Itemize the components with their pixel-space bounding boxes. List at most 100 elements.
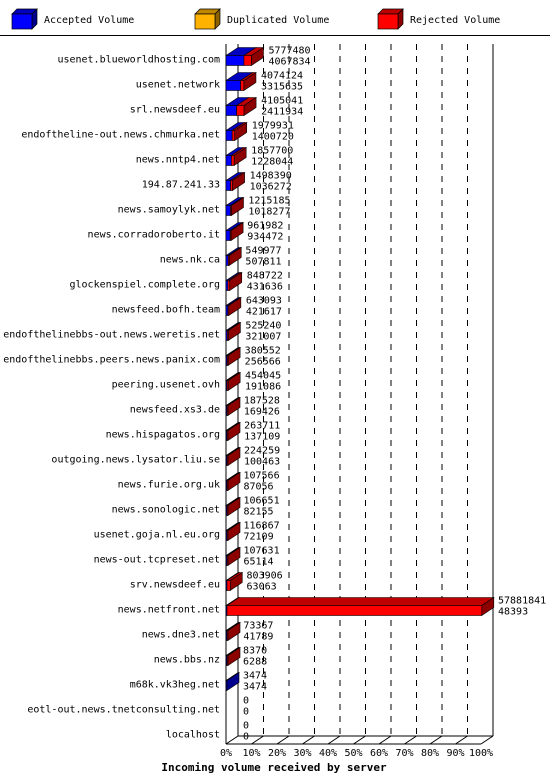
- value-label-total: 73367: [243, 621, 273, 632]
- value-label-accepted: 421617: [246, 307, 282, 318]
- x-axis-label: Incoming volume received by server: [161, 761, 387, 774]
- bar-segment: [225, 155, 232, 166]
- floor-line: [276, 735, 290, 745]
- bar-end: [227, 346, 241, 367]
- x-tick-label: 70%: [395, 748, 413, 759]
- value-label-total: 549977: [245, 246, 281, 257]
- bar-end: [227, 446, 241, 467]
- category-label: endofthelinebbs.peers.news.panix.com: [3, 355, 220, 366]
- category-label: usenet.goja.nl.eu.org: [94, 530, 220, 541]
- value-label-accepted: 3315635: [261, 82, 303, 93]
- value-label-accepted: 82155: [243, 507, 273, 518]
- value-label-total: 0: [243, 696, 249, 707]
- value-label-accepted: 1228044: [251, 157, 293, 168]
- value-label-total: 187528: [244, 396, 280, 407]
- x-tick-label: 60%: [370, 748, 388, 759]
- value-label-accepted: 1036272: [250, 182, 292, 193]
- value-label-total: 1979931: [252, 121, 294, 132]
- floor-line: [480, 735, 494, 745]
- floor-line: [353, 735, 366, 745]
- x-tick-label: 30%: [293, 748, 311, 759]
- value-label-total: 5777480: [268, 46, 310, 57]
- value-label-accepted: 0: [243, 707, 249, 718]
- legend-swatch: [11, 13, 33, 30]
- bar-segment: [225, 205, 231, 216]
- legend-label: Rejected Volume: [410, 15, 500, 26]
- category-label: news.corradoroberto.it: [88, 230, 220, 241]
- value-label-accepted: 2411934: [261, 107, 303, 118]
- bar-segment: [240, 80, 245, 91]
- bar-segment: [225, 130, 233, 141]
- category-label: usenet.blueworldhosting.com: [57, 55, 220, 66]
- category-label: localhost: [166, 730, 220, 741]
- x-tick-label: 20%: [268, 748, 286, 759]
- bar-end: [227, 471, 241, 492]
- floor-line: [327, 735, 341, 745]
- legend-label: Accepted Volume: [44, 15, 134, 26]
- legend-label: Duplicated Volume: [227, 15, 329, 26]
- legend-swatch: [377, 13, 399, 30]
- bar-segment: [231, 155, 235, 166]
- bar-segment: [225, 105, 237, 116]
- bar-end: [227, 496, 241, 517]
- value-label-accepted: 256566: [245, 357, 281, 368]
- category-label: newsfeed.bofh.team: [112, 305, 220, 316]
- legend: Accepted Volume Duplicated Volume Rejected…: [11, 8, 500, 30]
- value-label-total: 3474: [243, 671, 267, 682]
- value-label-total: 107566: [243, 471, 279, 482]
- bar-end: [227, 521, 241, 542]
- value-label-total: 107631: [243, 546, 279, 557]
- bar-end: [233, 146, 247, 167]
- value-label-total: 106651: [243, 496, 279, 507]
- bar-end: [243, 96, 257, 117]
- floor-line: [429, 735, 443, 745]
- category-label: news.hispagatos.org: [106, 430, 220, 441]
- value-label-total: 0: [243, 721, 249, 732]
- category-label: m68k.vk3heg.net: [130, 680, 220, 691]
- x-tick-label: 90%: [446, 748, 464, 759]
- bar-segment: [225, 80, 241, 91]
- value-label-total: 1498390: [250, 171, 292, 182]
- value-label-total: 803906: [247, 571, 283, 582]
- category-label: eotl-out.news.tnetconsulting.net: [27, 705, 220, 716]
- value-label-accepted: 1400720: [252, 132, 294, 143]
- value-label-total: 848722: [247, 271, 283, 282]
- bar-segment: [226, 580, 231, 591]
- category-label: news.dne3.net: [142, 630, 220, 641]
- bar-segment: [226, 605, 483, 616]
- value-label-accepted: 507811: [245, 257, 281, 268]
- bar-end: [230, 221, 244, 242]
- value-label-accepted: 87056: [243, 482, 273, 493]
- x-tick-label: 100%: [469, 748, 493, 759]
- bar-end: [228, 296, 242, 317]
- bars: [225, 46, 495, 692]
- category-label: peering.usenet.ovh: [112, 380, 220, 391]
- category-label: news.furie.org.uk: [118, 480, 220, 491]
- value-label-accepted: 321007: [245, 332, 281, 343]
- plot-area: [225, 44, 494, 745]
- bar-end: [229, 271, 243, 292]
- value-label-total: 4105041: [261, 96, 303, 107]
- bar-segment: [225, 55, 245, 66]
- value-label-accepted: 41789: [243, 632, 273, 643]
- bar-segment: [231, 130, 236, 141]
- value-label-accepted: 3474: [243, 682, 267, 693]
- value-label-total: 8370: [243, 646, 267, 657]
- value-label-total: 525240: [245, 321, 281, 332]
- bar-end: [227, 546, 241, 567]
- value-label-accepted: 6288: [243, 657, 267, 668]
- value-label-accepted: 72109: [244, 532, 274, 543]
- value-label-accepted: 4067834: [268, 57, 310, 68]
- bar-segment: [225, 255, 229, 266]
- value-label-total: 116867: [244, 521, 280, 532]
- bar-segment: [230, 180, 233, 191]
- bar-end: [231, 196, 244, 217]
- bar-end: [227, 621, 241, 642]
- value-label-total: 961982: [247, 221, 283, 232]
- category-label: news.bbs.nz: [154, 655, 220, 666]
- category-label: newsfeed.xs3.de: [130, 405, 220, 416]
- value-label-accepted: 48393: [498, 607, 528, 618]
